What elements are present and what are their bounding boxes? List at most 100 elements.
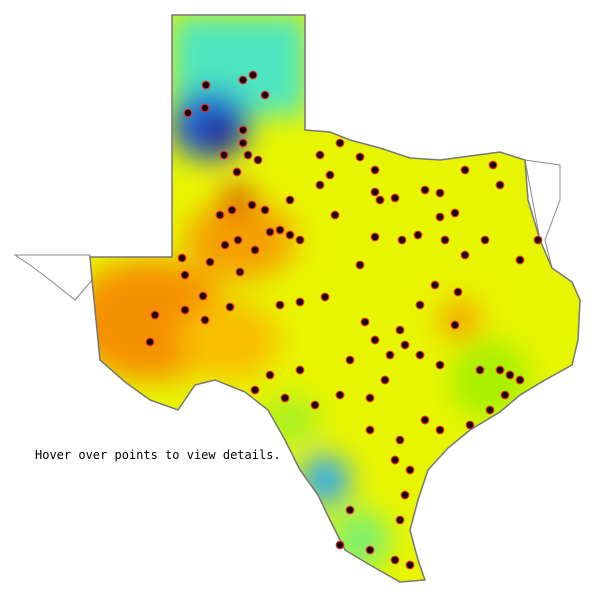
station-point[interactable] [505, 370, 515, 380]
station-point[interactable] [365, 393, 375, 403]
station-point[interactable] [295, 297, 305, 307]
station-point[interactable] [390, 193, 400, 203]
station-point[interactable] [285, 195, 295, 205]
station-point[interactable] [227, 205, 237, 215]
station-point[interactable] [180, 270, 190, 280]
station-point[interactable] [260, 205, 270, 215]
station-point[interactable] [400, 340, 410, 350]
station-point[interactable] [295, 365, 305, 375]
station-point[interactable] [430, 280, 440, 290]
station-point[interactable] [485, 405, 495, 415]
station-point[interactable] [400, 490, 410, 500]
station-point[interactable] [420, 415, 430, 425]
station-point[interactable] [232, 167, 242, 177]
station-point[interactable] [435, 212, 445, 222]
station-point[interactable] [225, 302, 235, 312]
station-point[interactable] [150, 310, 160, 320]
station-point[interactable] [465, 420, 475, 430]
station-point[interactable] [247, 200, 257, 210]
station-point[interactable] [405, 560, 415, 570]
station-point[interactable] [450, 320, 460, 330]
station-point[interactable] [335, 138, 345, 148]
station-point[interactable] [295, 235, 305, 245]
station-point[interactable] [435, 360, 445, 370]
station-point[interactable] [310, 400, 320, 410]
station-point[interactable] [370, 232, 380, 242]
station-point[interactable] [360, 317, 370, 327]
station-point[interactable] [355, 152, 365, 162]
station-point[interactable] [345, 505, 355, 515]
station-point[interactable] [415, 300, 425, 310]
station-point[interactable] [235, 267, 245, 277]
station-point[interactable] [285, 230, 295, 240]
station-point[interactable] [183, 108, 193, 118]
station-point[interactable] [220, 240, 230, 250]
station-point[interactable] [395, 325, 405, 335]
station-point[interactable] [215, 210, 225, 220]
station-point[interactable] [397, 235, 407, 245]
station-point[interactable] [325, 170, 335, 180]
station-point[interactable] [450, 208, 460, 218]
station-point[interactable] [253, 155, 263, 165]
station-point[interactable] [243, 150, 253, 160]
station-point[interactable] [248, 70, 258, 80]
station-point[interactable] [370, 335, 380, 345]
station-point[interactable] [238, 138, 248, 148]
station-point[interactable] [395, 515, 405, 525]
station-point[interactable] [205, 257, 215, 267]
station-point[interactable] [320, 292, 330, 302]
station-point[interactable] [395, 435, 405, 445]
station-point[interactable] [515, 255, 525, 265]
station-point[interactable] [315, 180, 325, 190]
station-point[interactable] [330, 210, 340, 220]
station-point[interactable] [390, 455, 400, 465]
station-point[interactable] [495, 365, 505, 375]
station-point[interactable] [315, 150, 325, 160]
station-point[interactable] [335, 540, 345, 550]
station-point[interactable] [280, 393, 290, 403]
station-point[interactable] [238, 75, 248, 85]
station-point[interactable] [460, 165, 470, 175]
station-point[interactable] [533, 235, 543, 245]
station-point[interactable] [200, 103, 210, 113]
station-point[interactable] [475, 365, 485, 375]
station-point[interactable] [275, 300, 285, 310]
station-point[interactable] [405, 465, 415, 475]
station-point[interactable] [375, 195, 385, 205]
station-point[interactable] [238, 125, 248, 135]
station-point[interactable] [415, 350, 425, 360]
station-point[interactable] [515, 375, 525, 385]
station-point[interactable] [145, 337, 155, 347]
station-point[interactable] [365, 425, 375, 435]
station-point[interactable] [385, 350, 395, 360]
station-point[interactable] [440, 235, 450, 245]
station-point[interactable] [480, 235, 490, 245]
station-point[interactable] [250, 245, 260, 255]
station-point[interactable] [275, 225, 285, 235]
station-point[interactable] [370, 165, 380, 175]
station-point[interactable] [435, 425, 445, 435]
station-point[interactable] [201, 80, 211, 90]
station-point[interactable] [260, 90, 270, 100]
station-point[interactable] [500, 390, 510, 400]
station-point[interactable] [420, 185, 430, 195]
station-point[interactable] [335, 390, 345, 400]
station-point[interactable] [488, 160, 498, 170]
station-point[interactable] [198, 291, 208, 301]
station-point[interactable] [370, 187, 380, 197]
station-point[interactable] [180, 305, 190, 315]
station-point[interactable] [390, 555, 400, 565]
station-point[interactable] [495, 180, 505, 190]
station-point[interactable] [250, 385, 260, 395]
station-point[interactable] [413, 230, 423, 240]
station-point[interactable] [219, 150, 229, 160]
station-point[interactable] [365, 545, 375, 555]
station-point[interactable] [435, 188, 445, 198]
station-point[interactable] [265, 227, 275, 237]
station-point[interactable] [453, 287, 463, 297]
station-point[interactable] [460, 250, 470, 260]
station-point[interactable] [177, 253, 187, 263]
station-point[interactable] [265, 370, 275, 380]
station-point[interactable] [233, 235, 243, 245]
station-point[interactable] [355, 260, 365, 270]
